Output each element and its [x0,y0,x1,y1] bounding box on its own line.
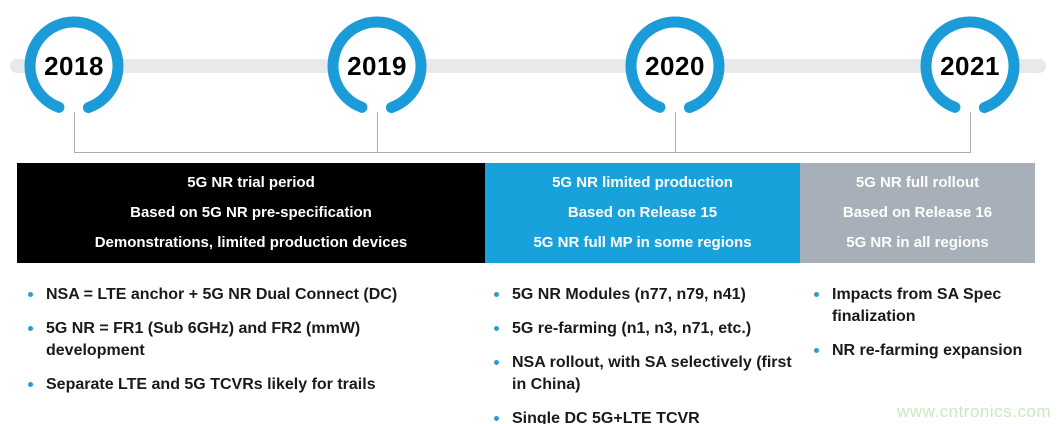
list-item: Separate LTE and 5G TCVRs likely for tra… [28,374,448,396]
connector-vertical-2020 [675,112,676,153]
phase-line: Based on Release 15 [567,204,718,221]
bullet-icon [814,348,819,353]
bullet-icon [494,360,499,365]
list-item: Impacts from SA Spec finalization [814,284,1029,328]
year-ring-icon [327,16,427,116]
year-label: 2020 [645,50,705,81]
bullet-icon [814,292,819,297]
note-text: Single DC 5G+LTE TCVR [512,410,700,424]
timeline-year-node-2021: 2021 [920,16,1020,116]
list-item: 5G re-farming (n1, n3, n71, etc.) [494,318,799,340]
year-label: 2019 [347,50,407,81]
list-item: Single DC 5G+LTE TCVR [494,408,799,424]
notes-column-limited-production: 5G NR Modules (n77, n79, n41) 5G re-farm… [494,284,799,424]
bullet-icon [28,292,33,297]
timeline-year-node-2018: 2018 [24,16,124,116]
note-text: Impacts from SA Spec finalization [832,286,1002,325]
note-text: NSA = LTE anchor + 5G NR Dual Connect (D… [46,286,398,303]
note-text: Separate LTE and 5G TCVRs likely for tra… [46,376,376,393]
bullet-icon [28,326,33,331]
timeline-bar [10,59,1046,73]
notes-column-full-rollout: Impacts from SA Spec finalization NR re-… [814,284,1029,374]
connector-vertical-2021 [970,112,971,153]
phase-line: Demonstrations, limited production devic… [94,234,408,251]
list-item: NR re-farming expansion [814,340,1029,362]
year-label: 2021 [940,50,1000,81]
phase-line: 5G NR full MP in some regions [533,234,752,251]
connector-horizontal [74,152,970,153]
phase-line: 5G NR limited production [552,174,733,191]
year-ring-icon [24,16,124,116]
year-ring-icon [625,16,725,116]
phase-band-trial: 5G NR trial period Based on 5G NR pre-sp… [17,163,485,263]
list-item: NSA = LTE anchor + 5G NR Dual Connect (D… [28,284,448,306]
list-item: 5G NR Modules (n77, n79, n41) [494,284,799,306]
phase-band-full-rollout: 5G NR full rollout Based on Release 16 5… [800,163,1035,263]
note-text: 5G re-farming (n1, n3, n71, etc.) [512,320,752,337]
timeline-year-node-2020: 2020 [625,16,725,116]
notes-column-trial: NSA = LTE anchor + 5G NR Dual Connect (D… [28,284,448,408]
phase-line: Based on 5G NR pre-specification [130,204,372,221]
note-text: 5G NR = FR1 (Sub 6GHz) and FR2 (mmW) dev… [46,320,361,359]
bullet-icon [28,382,33,387]
bullet-icon [494,326,499,331]
list-item: 5G NR = FR1 (Sub 6GHz) and FR2 (mmW) dev… [28,318,448,362]
bullet-icon [494,416,499,421]
phase-band-limited-production: 5G NR limited production Based on Releas… [485,163,800,263]
year-ring-icon [920,16,1020,116]
phase-line: 5G NR trial period [187,174,315,191]
watermark: www.cntronics.com [897,402,1051,421]
phase-line: 5G NR full rollout [855,174,980,191]
bullet-icon [494,292,499,297]
note-text: NSA rollout, with SA selectively (first … [512,354,792,393]
list-item: NSA rollout, with SA selectively (first … [494,352,799,396]
year-label: 2018 [44,50,104,81]
connector-vertical-2018 [74,112,75,153]
phase-line: 5G NR in all regions [846,234,989,251]
note-text: NR re-farming expansion [832,342,1023,359]
connector-vertical-2019 [377,112,378,153]
phase-line: Based on Release 16 [842,204,993,221]
timeline-year-node-2019: 2019 [327,16,427,116]
note-text: 5G NR Modules (n77, n79, n41) [512,286,746,303]
